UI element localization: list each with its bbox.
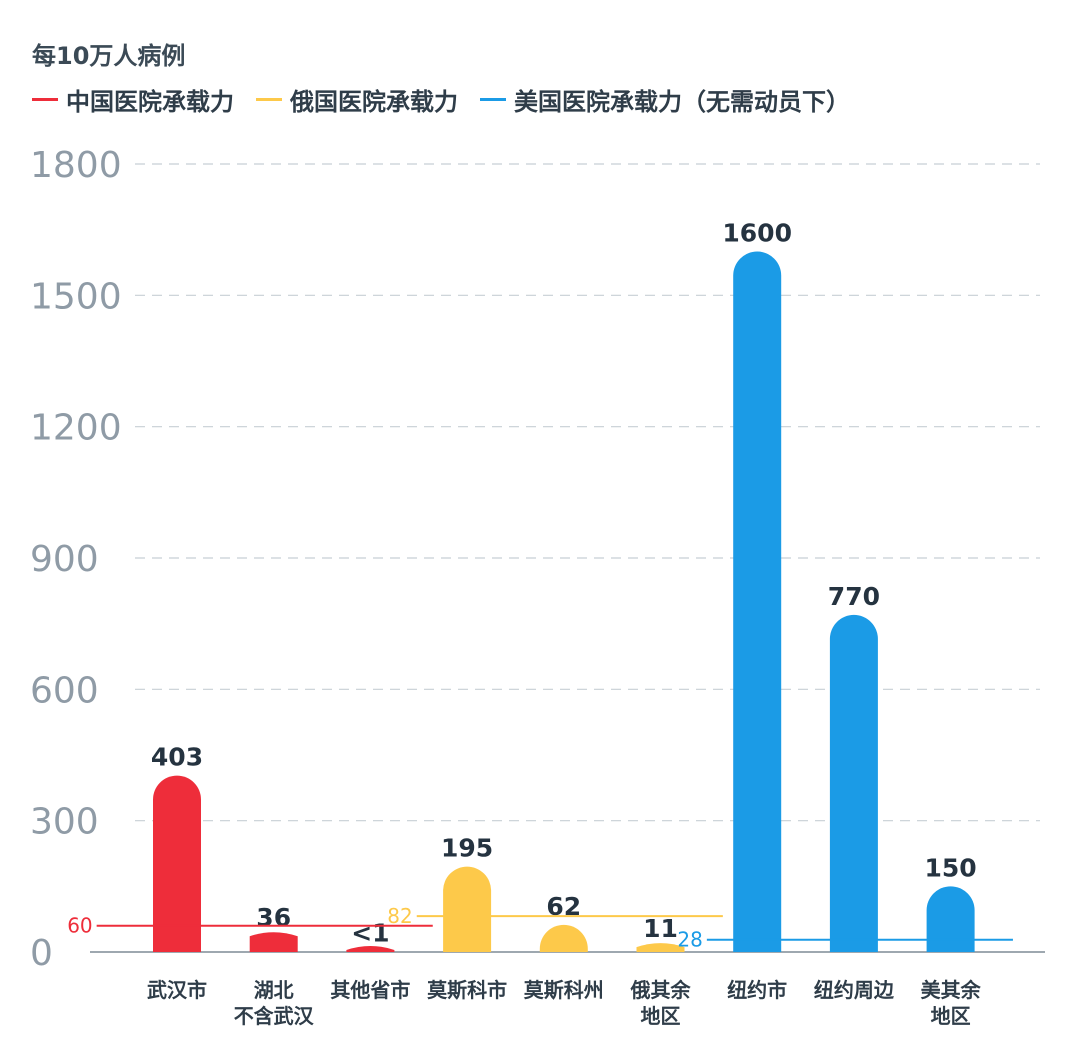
capacity-label: 28 xyxy=(677,928,702,952)
bar xyxy=(829,614,878,952)
x-tick-label: 美其余地区 xyxy=(921,978,982,1028)
y-tick-label: 1500 xyxy=(30,276,122,317)
bar xyxy=(346,946,395,952)
legend-swatch-china xyxy=(32,98,58,101)
value-label: 770 xyxy=(828,582,880,611)
x-tick-label: 莫斯科州 xyxy=(523,978,604,1002)
bar xyxy=(636,943,685,952)
x-tick-label: 纽约市 xyxy=(727,978,787,1002)
capacity-label: 82 xyxy=(387,904,412,928)
x-tick-label: 湖北不含武汉 xyxy=(234,978,315,1028)
value-label: 11 xyxy=(643,914,678,943)
x-tick-label: 其他省市 xyxy=(330,978,410,1002)
value-label: 150 xyxy=(925,853,977,882)
y-tick-label: 0 xyxy=(30,933,53,974)
legend-swatch-usa xyxy=(480,98,506,101)
bar xyxy=(539,924,588,952)
value-label: 403 xyxy=(151,743,203,772)
legend-item-china: 中国医院承载力 xyxy=(32,82,234,117)
value-label: <1 xyxy=(351,919,389,948)
y-tick-label: 1800 xyxy=(30,145,122,186)
y-tick-label: 300 xyxy=(30,802,99,843)
unit-label: 每10万人病例 xyxy=(32,42,186,70)
legend-label-china: 中国医院承载力 xyxy=(66,88,234,116)
value-label: 36 xyxy=(256,903,291,932)
legend: 中国医院承载力 俄国医院承载力 美国医院承载力（无需动员下） xyxy=(32,82,872,117)
value-label: 1600 xyxy=(722,219,792,248)
bar xyxy=(926,886,975,952)
legend-label-russia: 俄国医院承载力 xyxy=(290,88,458,116)
value-label: 195 xyxy=(441,834,493,863)
x-tick-label: 莫斯科市 xyxy=(426,978,507,1002)
legend-item-russia: 俄国医院承载力 xyxy=(256,82,458,117)
bar xyxy=(249,932,298,952)
y-tick-label: 1200 xyxy=(30,408,122,449)
x-tick-label: 武汉市 xyxy=(147,978,207,1002)
capacity-label: 60 xyxy=(67,914,92,938)
x-tick-label: 俄其余地区 xyxy=(630,978,692,1028)
bar xyxy=(443,866,492,952)
legend-item-usa: 美国医院承载力（无需动员下） xyxy=(480,82,850,117)
legend-label-usa: 美国医院承载力（无需动员下） xyxy=(514,88,850,116)
legend-swatch-russia xyxy=(256,98,282,101)
bar xyxy=(153,775,201,952)
y-tick-label: 900 xyxy=(30,539,99,580)
bar xyxy=(733,251,782,953)
y-tick-label: 600 xyxy=(30,670,99,711)
x-tick-label: 纽约周边 xyxy=(814,978,895,1002)
